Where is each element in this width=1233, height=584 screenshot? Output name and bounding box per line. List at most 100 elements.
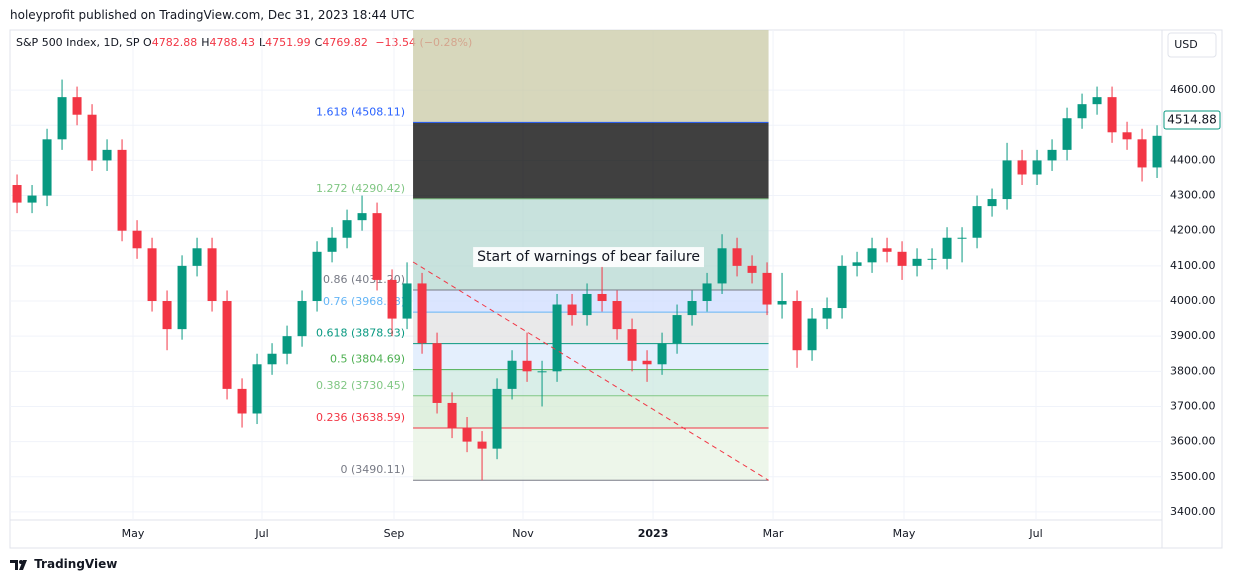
candle-body — [912, 258, 922, 266]
candle-body — [207, 248, 217, 302]
candle-body — [282, 336, 292, 354]
candle-body — [807, 318, 817, 351]
candle-body — [642, 360, 652, 365]
candle-body — [102, 149, 112, 161]
fib-zone — [413, 312, 769, 344]
candle-body — [522, 360, 532, 372]
candle-body — [687, 301, 697, 316]
candle-body — [177, 265, 187, 330]
fib-label: 0.618 (3878.93) — [316, 327, 405, 340]
fib-label: 0.76 (3968.28) — [323, 295, 405, 308]
candle-body — [492, 388, 502, 449]
fib-label: 0.86 (4031.20) — [323, 273, 405, 286]
fib-zone — [413, 290, 769, 313]
fib-zone — [413, 428, 769, 481]
brand-name: TradingView — [34, 557, 118, 571]
x-tick-label: Jul — [254, 527, 268, 540]
currency: USD — [1174, 38, 1198, 51]
candle-body — [852, 262, 862, 266]
fib-label: 0.382 (3730.45) — [316, 379, 405, 392]
publish-line: holeyprofit published on TradingView.com… — [10, 8, 415, 22]
candle-body — [1017, 160, 1027, 175]
candle-body — [1152, 135, 1162, 168]
y-tick-label: 4500.00 — [1170, 118, 1216, 131]
fib-zone — [413, 343, 769, 370]
ohlc: O4782.88 H4788.43 L4751.99 C4769.82 — [143, 36, 372, 49]
candle-body — [762, 272, 772, 305]
candle-body — [117, 149, 127, 231]
candle-body — [942, 237, 952, 259]
candle-body — [582, 293, 592, 316]
y-tick-label: 4600.00 — [1170, 83, 1216, 96]
ohlc-key: H — [201, 36, 210, 49]
candle-body — [612, 301, 622, 330]
candle-body — [432, 343, 442, 403]
ohlc-value: 4782.88 — [151, 36, 198, 49]
currency-button[interactable] — [1167, 32, 1217, 58]
x-tick-label: 2023 — [638, 527, 669, 540]
fib-zone — [413, 395, 769, 429]
y-tick-label: 3400.00 — [1170, 505, 1216, 518]
candle-body — [222, 301, 232, 389]
candle-body — [537, 371, 547, 373]
y-tick-label: 3700.00 — [1170, 399, 1216, 412]
candle-body — [162, 301, 172, 330]
candle-body — [597, 293, 607, 302]
x-tick-label: Jul — [1028, 527, 1042, 540]
trendline — [412, 261, 769, 481]
brand: TradingView — [10, 557, 117, 571]
ohlc-value: 4788.43 — [209, 36, 256, 49]
fib-zone — [413, 122, 769, 199]
candle-body — [987, 199, 997, 207]
frame — [9, 29, 1223, 549]
candle-body — [1107, 97, 1117, 133]
x-tick-label: Mar — [763, 527, 784, 540]
candle-body — [747, 265, 757, 273]
candle-body — [417, 283, 427, 344]
candle-body — [57, 97, 67, 140]
candle-body — [462, 427, 472, 442]
candle-body — [1062, 118, 1072, 150]
candle-body — [702, 283, 712, 302]
fib-label: 1.272 (4290.42) — [316, 182, 405, 195]
candle-body — [252, 364, 262, 414]
candle-body — [957, 237, 967, 239]
y-tick-label: 4200.00 — [1170, 224, 1216, 237]
logo — [10, 559, 27, 570]
candle-body — [87, 114, 97, 161]
candle-body — [42, 139, 52, 196]
fib-label: 0.5 (3804.69) — [330, 353, 405, 366]
candle-body — [72, 97, 82, 115]
y-tick-label: 4300.00 — [1170, 189, 1216, 202]
candle-body — [477, 441, 487, 449]
candle-body — [12, 185, 22, 203]
candle-body — [627, 329, 637, 361]
candle-body — [792, 301, 802, 351]
fib-zone — [413, 369, 769, 396]
ohlc-value: 4769.82 — [322, 36, 368, 49]
candle-body — [147, 248, 157, 302]
candle-body — [267, 353, 277, 365]
x-tick-label: Sep — [384, 527, 405, 540]
fib-label: 0.236 (3638.59) — [316, 411, 405, 424]
candle-body — [972, 206, 982, 238]
y-tick-label: 3900.00 — [1170, 329, 1216, 342]
price-tag-label: 4514.88 — [1167, 113, 1217, 127]
candle-body — [357, 213, 367, 221]
candle-body — [657, 343, 667, 365]
candle-body — [387, 279, 397, 319]
candle-body — [372, 213, 382, 280]
candle-body — [27, 195, 37, 203]
y-tick-label: 4100.00 — [1170, 259, 1216, 272]
candle-body — [1047, 149, 1057, 161]
annotation-box — [473, 247, 704, 268]
ohlc-key: O — [143, 36, 152, 49]
y-tick-label: 4000.00 — [1170, 294, 1216, 307]
x-tick-label: Nov — [512, 527, 534, 540]
candle-body — [552, 304, 562, 372]
y-tick-label: 3800.00 — [1170, 364, 1216, 377]
candle-body — [192, 248, 202, 266]
candle-body — [1002, 160, 1012, 200]
